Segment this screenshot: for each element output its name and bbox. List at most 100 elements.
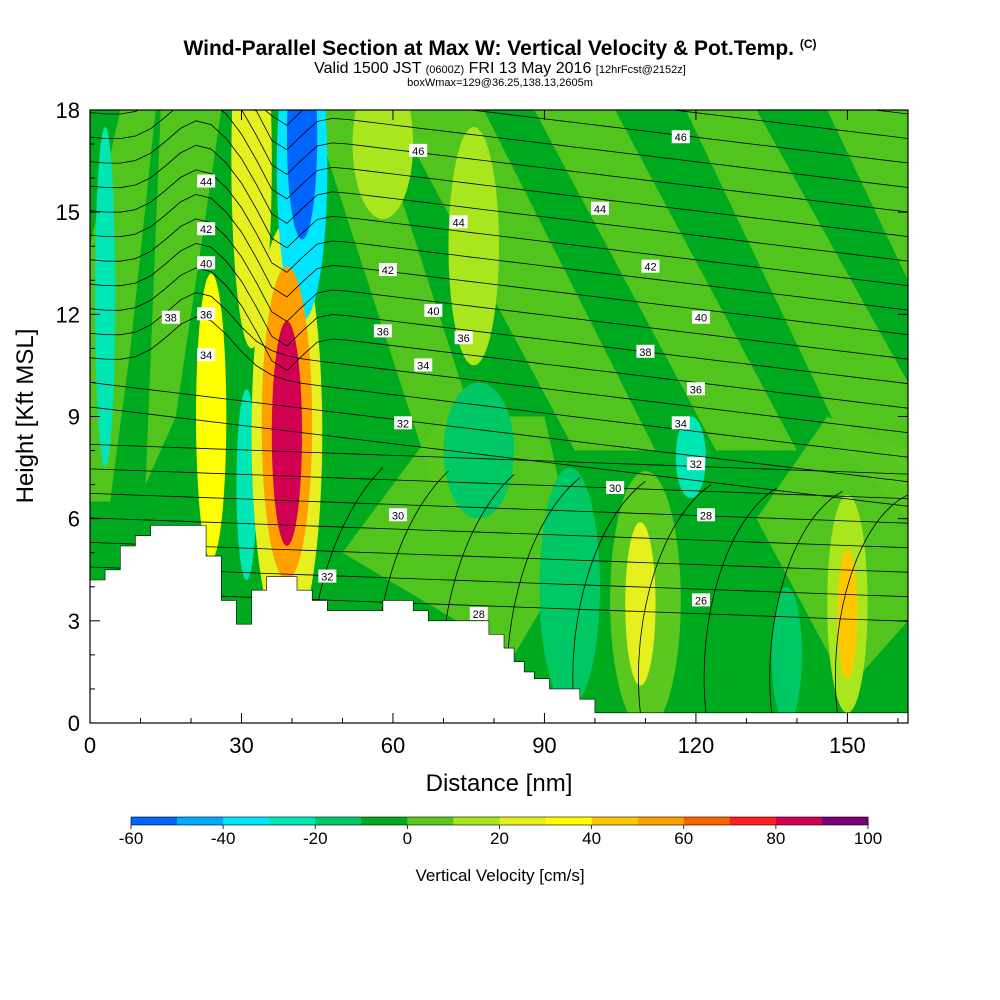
isentrope xyxy=(90,591,908,622)
forecast-info: [12hrFcst@2152z] xyxy=(595,64,686,76)
y-axis-label: Height [Kft MSL] xyxy=(12,329,39,504)
theta-label: 34 xyxy=(671,416,690,430)
isentrope xyxy=(638,484,712,713)
colorbar-swatch xyxy=(591,817,639,825)
colorbar-tick-label: 40 xyxy=(582,829,601,848)
isentrope xyxy=(253,110,908,188)
chart-title-text: Wind-Parallel Section at Max W: Vertical… xyxy=(183,37,794,60)
w-cells xyxy=(95,110,868,723)
isentrope xyxy=(90,169,908,311)
copyright-mark: (C) xyxy=(799,37,817,51)
theta-label-text: 28 xyxy=(700,510,712,522)
theta-label-text: 40 xyxy=(200,258,212,270)
w-cell xyxy=(271,321,303,546)
isentrope xyxy=(90,218,908,360)
colorbar-swatch xyxy=(775,817,823,825)
theta-label-text: 32 xyxy=(690,459,702,471)
colorbar-tick-label: 100 xyxy=(854,829,882,848)
colorbar-swatch xyxy=(637,817,685,825)
y-tick-label: 12 xyxy=(56,302,80,327)
theta-label-text: 44 xyxy=(200,177,212,189)
colorbar-swatch xyxy=(223,817,270,825)
theta-label: 32 xyxy=(318,569,337,584)
theta-label: 30 xyxy=(606,481,625,495)
theta-label: 38 xyxy=(636,344,655,359)
y-tick-label: 15 xyxy=(56,200,80,225)
colorbar-tick-label: 80 xyxy=(766,829,785,848)
isentrope xyxy=(90,242,908,385)
colorbar-swatch xyxy=(683,817,731,825)
colorbar-tick-label: -40 xyxy=(211,829,236,848)
theta-label-text: 32 xyxy=(397,418,409,430)
x-tick-label: 60 xyxy=(381,733,405,758)
theta-label: 42 xyxy=(641,259,660,274)
theta-label: 34 xyxy=(197,348,216,362)
colorbar-tick-label: 0 xyxy=(403,829,412,848)
theta-label: 42 xyxy=(197,222,216,236)
theta-label: 36 xyxy=(197,307,216,321)
theta-label: 44 xyxy=(449,215,468,229)
isentrope xyxy=(90,566,908,598)
colorbar-tick-label: 60 xyxy=(674,829,693,848)
colorbar-swatch xyxy=(821,817,869,825)
isentrope xyxy=(834,494,908,713)
isentrope xyxy=(90,444,908,475)
theta-label-text: 44 xyxy=(594,204,606,216)
theta-label: 28 xyxy=(469,607,488,621)
colorbar-swatch xyxy=(269,817,316,825)
y-tick-label: 9 xyxy=(68,405,80,430)
colorbar-tick-label: -60 xyxy=(119,829,144,848)
theta-label-text: 36 xyxy=(377,326,389,338)
isentrope xyxy=(90,110,908,213)
theta-label: 36 xyxy=(454,331,473,345)
valid-time: Valid 1500 JST xyxy=(314,60,422,77)
colorbar-label: Vertical Velocity [cm/s] xyxy=(415,866,584,885)
colorbar-swatch xyxy=(729,817,777,825)
theta-label: 46 xyxy=(409,143,428,158)
theta-label: 46 xyxy=(671,130,690,144)
theta-label: 32 xyxy=(686,457,705,471)
theta-label-text: 36 xyxy=(200,309,212,321)
chart-subtitle: Valid 1500 JST (0600Z) FRI 13 May 2016 [… xyxy=(0,60,1000,78)
theta-label-text: 34 xyxy=(417,360,429,372)
theta-label-text: 36 xyxy=(690,384,702,396)
theta-label-text: 26 xyxy=(695,595,707,607)
theta-label-text: 28 xyxy=(473,609,485,621)
theta-label-text: 30 xyxy=(392,510,404,522)
theta-label-text: 46 xyxy=(412,146,424,158)
isentrope xyxy=(90,542,908,573)
colorbar: -60 -40 -20 0 20 40 60 80 100 xyxy=(119,816,882,848)
x-axis: 0 30 60 90 120 150 xyxy=(84,110,899,758)
colorbar-swatch xyxy=(545,817,593,825)
isentrope xyxy=(703,487,777,713)
y-tick-label: 6 xyxy=(68,507,80,532)
theta-label-text: 34 xyxy=(200,350,212,362)
isentrope xyxy=(769,491,843,713)
colorbar-swatch xyxy=(315,817,362,825)
isentrope xyxy=(90,468,908,500)
theta-label-text: 38 xyxy=(165,313,177,325)
colorbar-swatch xyxy=(361,817,408,825)
theta-label: 36 xyxy=(373,324,392,338)
theta-label: 32 xyxy=(394,416,413,430)
valid-time-utc: (0600Z) xyxy=(425,64,465,76)
w-band xyxy=(312,110,494,485)
isentrope xyxy=(90,120,908,262)
theta-label-text: 36 xyxy=(458,333,470,345)
w-band xyxy=(534,110,797,451)
x-tick-label: 90 xyxy=(532,733,556,758)
theta-label-text: 42 xyxy=(644,262,656,274)
box-wmax-info: boxWmax=129@36.25,138.13,2605m xyxy=(407,77,593,89)
x-tick-label: 150 xyxy=(829,733,866,758)
theta-label-text: 44 xyxy=(452,217,464,229)
theta-label: 38 xyxy=(161,310,180,325)
x-axis-label: Distance [nm] xyxy=(426,770,573,797)
theta-label: 26 xyxy=(691,593,710,607)
w-cell xyxy=(443,382,515,519)
y-tick-label: 18 xyxy=(56,98,80,123)
w-cell xyxy=(448,127,499,366)
colorbar-swatch xyxy=(177,817,224,825)
theta-label: 44 xyxy=(590,201,609,216)
theta-label-text: 34 xyxy=(675,418,687,430)
